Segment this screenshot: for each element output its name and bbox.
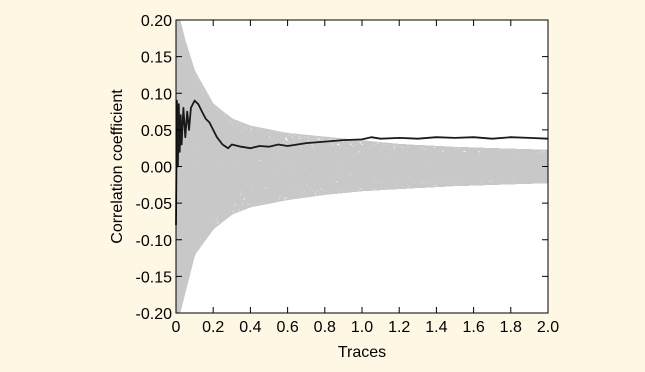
background-trace bbox=[175, 141, 549, 230]
y-tick-label: 0.05 bbox=[141, 123, 172, 140]
x-tick-label: 0.4 bbox=[239, 319, 261, 336]
background-trace bbox=[175, 154, 549, 296]
x-tick-label: 1.6 bbox=[462, 319, 484, 336]
background-trace bbox=[175, 151, 549, 314]
x-axis-ticks: 0 0.2 0.4 0.6 0.8 1.0 1.2 1.4 1.6 1.8 2.0 bbox=[172, 20, 559, 336]
y-tick-label: -0.05 bbox=[136, 196, 173, 213]
y-tick-label: 0.00 bbox=[141, 160, 172, 177]
y-tick-label: 0.10 bbox=[141, 86, 172, 103]
background-traces bbox=[175, 19, 549, 315]
x-tick-label: 0.8 bbox=[314, 319, 336, 336]
y-axis-ticks: 0.20 0.15 0.10 0.05 0.00 -0.05 -0.10 -0.15 -0.20 bbox=[136, 13, 548, 323]
series-layer bbox=[175, 99, 549, 226]
background-trace bbox=[175, 108, 549, 190]
background-trace bbox=[175, 170, 549, 314]
x-tick-label: 2.0 bbox=[537, 319, 559, 336]
x-tick-label: 1.0 bbox=[351, 319, 373, 336]
x-tick-label: 0.2 bbox=[202, 319, 224, 336]
x-tick-label: 1.4 bbox=[425, 319, 447, 336]
x-tick-label: 1.2 bbox=[388, 319, 410, 336]
x-tick-label: 0.6 bbox=[276, 319, 298, 336]
background-trace bbox=[175, 107, 549, 186]
background-trace bbox=[175, 19, 549, 165]
y-tick-label: 0.15 bbox=[141, 50, 172, 67]
y-tick-label: -0.10 bbox=[136, 233, 173, 250]
x-axis-label: Traces bbox=[338, 344, 386, 361]
x-tick-label: 0 bbox=[172, 319, 181, 336]
background-trace bbox=[175, 168, 549, 301]
background-trace bbox=[175, 79, 549, 185]
background-trace bbox=[175, 72, 549, 188]
y-tick-label: -0.20 bbox=[136, 306, 173, 323]
correct-key-line bbox=[175, 99, 549, 226]
y-tick-label: -0.15 bbox=[136, 269, 173, 286]
y-tick-label: 0.20 bbox=[141, 13, 172, 30]
y-axis-label: Correlation coefficient bbox=[109, 89, 126, 244]
background-trace bbox=[175, 76, 549, 198]
background-trace bbox=[175, 163, 549, 285]
x-tick-label: 1.8 bbox=[500, 319, 522, 336]
